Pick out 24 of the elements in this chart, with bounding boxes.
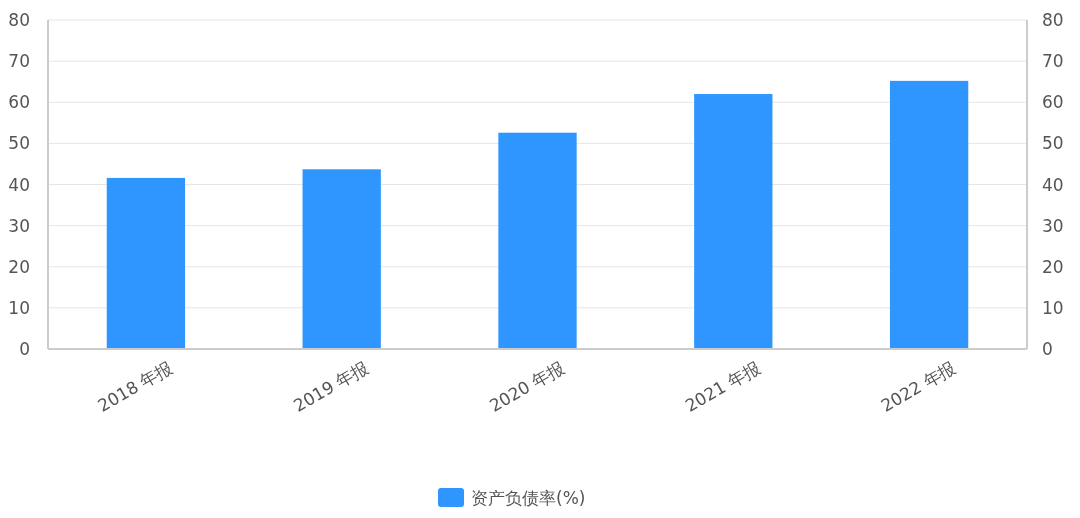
y2-tick-label: 30 bbox=[1042, 215, 1064, 236]
y2-tick-label: 20 bbox=[1042, 256, 1064, 277]
bar bbox=[694, 94, 773, 349]
y2-tick-label: 80 bbox=[1042, 10, 1064, 30]
y2-tick-label: 60 bbox=[1042, 92, 1064, 113]
y-tick-label: 70 bbox=[8, 51, 30, 72]
y-tick-label: 80 bbox=[8, 10, 30, 30]
y-tick-label: 10 bbox=[8, 297, 30, 318]
bar bbox=[498, 132, 577, 349]
y-tick-label: 50 bbox=[8, 133, 30, 154]
y-tick-label: 40 bbox=[8, 174, 30, 195]
y-tick-label: 60 bbox=[8, 92, 30, 113]
y-tick-label: 30 bbox=[8, 215, 30, 236]
y2-tick-label: 10 bbox=[1042, 297, 1064, 318]
legend-label: 资产负债率(%) bbox=[471, 488, 586, 508]
bar bbox=[889, 80, 969, 349]
bar bbox=[106, 177, 186, 349]
y2-tick-label: 50 bbox=[1042, 133, 1064, 154]
y-tick-label: 0 bbox=[19, 339, 30, 359]
y-tick-label: 20 bbox=[8, 256, 30, 277]
y2-tick-label: 40 bbox=[1042, 174, 1064, 195]
bar bbox=[302, 169, 381, 349]
y2-tick-label: 0 bbox=[1042, 339, 1053, 359]
y2-tick-label: 70 bbox=[1042, 51, 1064, 72]
